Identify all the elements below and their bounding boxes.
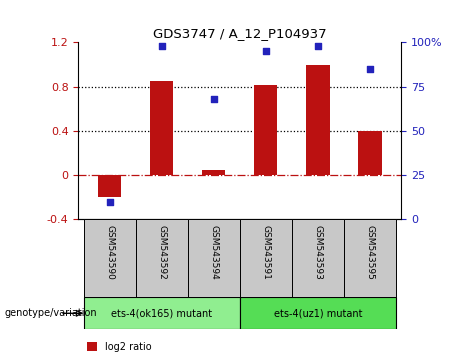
Text: GSM543594: GSM543594 — [209, 225, 218, 280]
Bar — [358, 131, 382, 175]
Bar — [150, 81, 173, 175]
Point — [314, 43, 321, 49]
Legend: log2 ratio, percentile rank within the sample: log2 ratio, percentile rank within the s… — [83, 338, 273, 354]
Bar — [98, 175, 121, 198]
Bar — [240, 219, 292, 297]
Point — [262, 48, 269, 54]
Bar — [136, 219, 188, 297]
Text: ets-4(uz1) mutant: ets-4(uz1) mutant — [273, 308, 362, 318]
Point — [158, 43, 165, 49]
Bar — [306, 65, 330, 175]
Text: GSM543592: GSM543592 — [157, 225, 166, 280]
Text: GSM543595: GSM543595 — [365, 225, 374, 280]
Text: GSM543590: GSM543590 — [105, 225, 114, 280]
Title: GDS3747 / A_12_P104937: GDS3747 / A_12_P104937 — [153, 27, 326, 40]
Text: genotype/variation: genotype/variation — [5, 308, 97, 318]
Point — [106, 199, 113, 205]
Text: ets-4(ok165) mutant: ets-4(ok165) mutant — [111, 308, 212, 318]
Bar — [202, 170, 225, 175]
Bar — [188, 219, 240, 297]
Text: GSM543593: GSM543593 — [313, 225, 322, 280]
Text: GSM543591: GSM543591 — [261, 225, 270, 280]
Bar — [240, 297, 396, 329]
Bar — [83, 219, 136, 297]
Bar — [292, 219, 344, 297]
Bar — [254, 85, 278, 175]
Point — [366, 66, 373, 72]
Bar — [344, 219, 396, 297]
Bar — [83, 297, 240, 329]
Point — [210, 96, 218, 102]
